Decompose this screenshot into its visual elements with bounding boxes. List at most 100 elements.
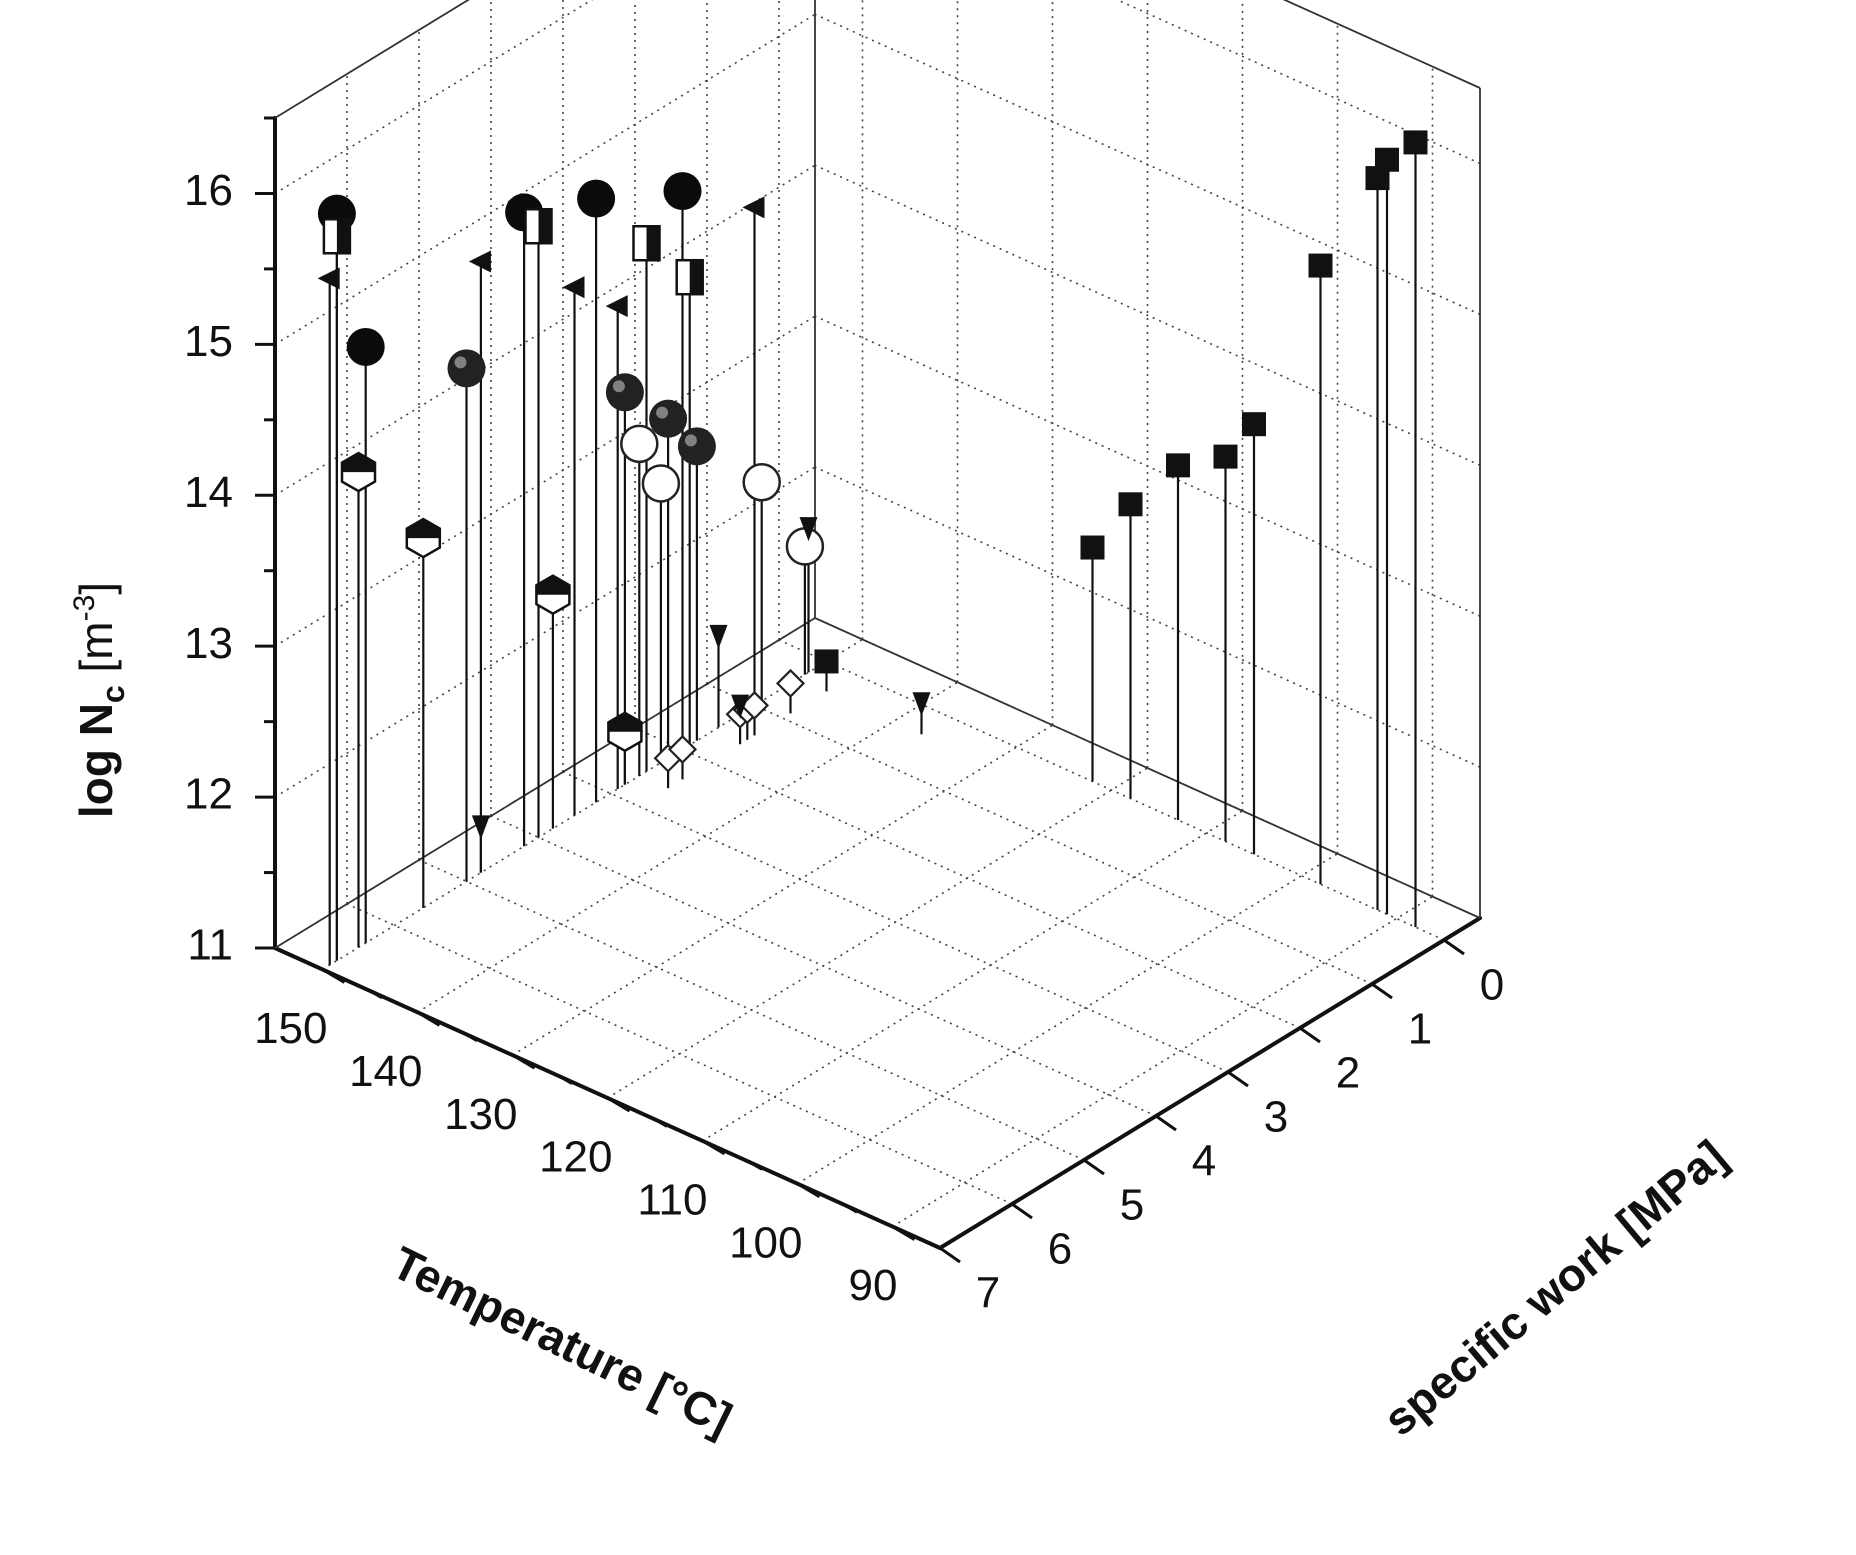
data-point-triangle-left: [742, 196, 765, 219]
y-tick: [1371, 982, 1393, 1000]
x-tick-label: 150: [254, 1004, 327, 1053]
y-tick: [939, 1246, 961, 1264]
data-point-circle-filled: [663, 172, 702, 211]
data-point-hexagon-half: [535, 574, 571, 616]
data-point-circle-shaded: [605, 373, 644, 412]
data-point-triangle-down: [709, 624, 728, 649]
data-point-square-filled: [1242, 412, 1266, 437]
x-tick-label: 100: [729, 1218, 802, 1267]
x-tick: [511, 1053, 536, 1070]
data-points: [317, 130, 1428, 840]
floor-grid-line: [418, 859, 1085, 1161]
data-point-hexagon-half: [340, 451, 377, 493]
floor-grid-line: [562, 771, 1229, 1073]
y-tick: [1443, 938, 1465, 956]
data-point-circle-filled: [346, 327, 385, 366]
data-point-circle-open: [620, 424, 659, 464]
data-point-circle-open: [641, 464, 681, 503]
z-tick-label: 11: [187, 921, 233, 970]
drop-lines: [328, 142, 1417, 966]
x-minor-tick: [369, 989, 383, 1000]
data-point-square-filled: [1403, 130, 1428, 155]
y-axis-line: [938, 916, 1482, 1250]
grid: [274, 0, 1481, 1249]
box-edge: [1282, 0, 1481, 89]
z-tick-label: 14: [184, 468, 233, 517]
data-point-hexagon-half: [405, 517, 442, 559]
wall-grid-line: [814, 466, 1481, 768]
z-tick-label: 12: [184, 770, 233, 819]
data-point-circle-open: [785, 527, 825, 566]
floor-grid-line: [702, 810, 1243, 1142]
wall-grid-line: [814, 13, 1481, 316]
axis-ticks: [255, 116, 1465, 1264]
data-point-triangle-left: [317, 267, 340, 290]
data-point-square-half: [632, 224, 661, 262]
floor-grid-line: [490, 815, 1157, 1117]
data-point-square-half: [524, 207, 553, 245]
floor-grid-line: [797, 853, 1338, 1185]
z-axis-title-close: ]: [70, 582, 122, 595]
floor-grid-line: [892, 895, 1433, 1228]
z-axis-title-sub: c: [95, 685, 131, 703]
x-minor-tick: [844, 1203, 858, 1214]
data-point-square-half: [322, 218, 352, 255]
z-axis-title: log Nc [m-3]: [68, 582, 131, 818]
floor-grid-line: [634, 727, 1301, 1029]
z-tick-label: 16: [184, 166, 233, 215]
y-tick-label: 4: [1192, 1137, 1216, 1186]
plot-box: [273, 0, 1482, 1250]
floor-grid-line: [417, 681, 958, 1013]
box-edge: [274, 0, 470, 119]
wall-grid-line: [814, 315, 1481, 617]
data-point-circle-shaded: [447, 349, 486, 388]
x-minor-tick: [464, 1032, 478, 1043]
y-axis-title: specific work [MPa]: [1374, 1130, 1736, 1446]
floor-grid-line: [607, 767, 1148, 1099]
x-axis-title: Temperature [°C]: [384, 1236, 740, 1445]
x-tick-label: 130: [444, 1090, 517, 1139]
z-axis-title-main: log N: [70, 703, 122, 818]
data-point-triangle-left: [468, 250, 491, 273]
y-tick-label: 2: [1336, 1049, 1360, 1098]
data-point-square-filled: [1166, 453, 1190, 478]
wall-grid-line: [1115, 0, 1481, 165]
wall-grid-line: [274, 466, 816, 798]
x-tick: [796, 1182, 821, 1199]
x-tick: [321, 968, 346, 984]
y-tick: [1299, 1026, 1321, 1044]
data-point-circle-filled: [577, 179, 616, 218]
box-edge: [814, 617, 1481, 919]
wall-grid-line: [274, 0, 594, 195]
data-point-square-filled: [1213, 444, 1238, 469]
wall-grid-line: [274, 13, 816, 346]
data-point-triangle-left: [605, 295, 628, 318]
data-point-diamond-open: [775, 668, 806, 698]
data-point-triangle-down: [731, 694, 750, 719]
y-tick-label: 7: [976, 1269, 1000, 1318]
box-edge: [274, 617, 816, 949]
x-tick: [416, 1010, 441, 1027]
y-tick-label: 5: [1120, 1181, 1144, 1230]
x-tick-label: 110: [637, 1175, 707, 1224]
y-tick-label: 6: [1048, 1225, 1072, 1274]
floor-grid-line: [706, 683, 1373, 985]
data-point-circle-shaded: [649, 399, 688, 438]
data-point-diamond-open: [667, 734, 698, 764]
z-tick-label: 15: [184, 317, 233, 366]
x-minor-tick: [559, 1075, 573, 1085]
x-tick-label: 120: [539, 1133, 612, 1182]
data-point-triangle-down: [799, 517, 818, 542]
floor-grid-line: [512, 724, 1053, 1056]
data-point-triangle-down: [912, 692, 931, 717]
y-tick-label: 1: [1408, 1005, 1432, 1054]
data-point-square-filled: [1080, 535, 1105, 560]
data-point-circle-open: [742, 462, 781, 502]
x-minor-tick: [749, 1160, 763, 1171]
wall-grid-line: [814, 164, 1481, 467]
y-tick: [1227, 1070, 1249, 1088]
y-tick-label: 0: [1480, 961, 1504, 1010]
x-tick-label: 90: [849, 1261, 898, 1310]
z-tick-label: 13: [184, 619, 233, 668]
